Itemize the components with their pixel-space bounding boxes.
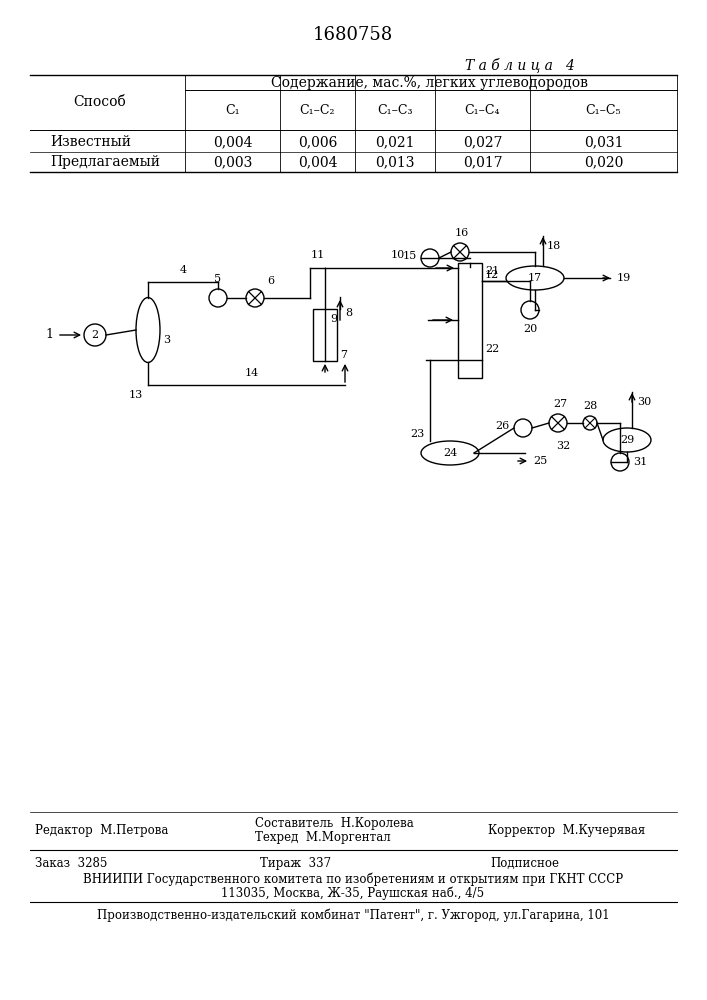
- Text: Техред  М.Моргентал: Техред М.Моргентал: [255, 831, 391, 844]
- Text: Тираж  337: Тираж 337: [260, 857, 331, 870]
- Text: 24: 24: [443, 448, 457, 458]
- Text: 20: 20: [523, 324, 537, 334]
- Text: 23: 23: [411, 429, 425, 439]
- Text: 113035, Москва, Ж-35, Раушская наб., 4/5: 113035, Москва, Ж-35, Раушская наб., 4/5: [221, 886, 484, 900]
- Text: Производственно-издательский комбинат "Патент", г. Ужгород, ул.Гагарина, 101: Производственно-издательский комбинат "П…: [97, 909, 609, 922]
- Text: 0,027: 0,027: [463, 135, 502, 149]
- Bar: [313, 309, 337, 361]
- Text: 0,006: 0,006: [298, 135, 337, 149]
- Text: 3: 3: [163, 335, 170, 345]
- Text: 12: 12: [485, 269, 499, 279]
- Text: 16: 16: [455, 228, 469, 238]
- Text: 22: 22: [485, 344, 499, 355]
- Text: Заказ  3285: Заказ 3285: [35, 857, 107, 870]
- Text: C₁–C₃: C₁–C₃: [378, 104, 413, 116]
- Text: C₁–C₄: C₁–C₄: [464, 104, 501, 116]
- Text: Подписное: Подписное: [490, 857, 559, 870]
- Text: 4: 4: [180, 265, 187, 275]
- Text: 9: 9: [330, 314, 337, 324]
- Text: C₁–C₂: C₁–C₂: [300, 104, 335, 116]
- Text: Известный: Известный: [50, 135, 131, 149]
- Text: 0,013: 0,013: [375, 155, 415, 169]
- Bar: [458, 262, 482, 377]
- Text: 25: 25: [533, 456, 547, 466]
- Text: 15: 15: [403, 251, 417, 261]
- Text: Редактор  М.Петрова: Редактор М.Петрова: [35, 824, 168, 837]
- Text: 11: 11: [310, 250, 325, 260]
- Text: 26: 26: [496, 421, 510, 431]
- Text: 32: 32: [556, 441, 570, 451]
- Text: 1680758: 1680758: [313, 26, 393, 44]
- Text: 31: 31: [633, 457, 647, 467]
- Text: Способ: Способ: [74, 95, 127, 109]
- Text: 21: 21: [485, 265, 499, 275]
- Text: C₁: C₁: [226, 104, 240, 116]
- Text: 27: 27: [553, 399, 567, 409]
- Text: 14: 14: [245, 368, 259, 378]
- Text: 28: 28: [583, 401, 597, 411]
- Text: 7: 7: [340, 350, 347, 360]
- Text: 0,004: 0,004: [298, 155, 337, 169]
- Text: 0,021: 0,021: [375, 135, 415, 149]
- Text: Корректор  М.Кучерявая: Корректор М.Кучерявая: [488, 824, 645, 837]
- Text: 0,017: 0,017: [462, 155, 502, 169]
- Text: 5: 5: [214, 274, 221, 284]
- Text: 19: 19: [617, 273, 631, 283]
- Text: 0,004: 0,004: [213, 135, 252, 149]
- Text: C₁–C₅: C₁–C₅: [585, 104, 621, 116]
- Text: 30: 30: [637, 397, 651, 407]
- Text: Составитель  Н.Королева: Составитель Н.Королева: [255, 817, 414, 830]
- Text: 29: 29: [620, 435, 634, 445]
- Text: 18: 18: [547, 241, 561, 251]
- Text: 6: 6: [267, 276, 274, 286]
- Text: 1: 1: [45, 328, 53, 342]
- Text: 0,003: 0,003: [213, 155, 252, 169]
- Text: ВНИИПИ Государственного комитета по изобретениям и открытиям при ГКНТ СССР: ВНИИПИ Государственного комитета по изоб…: [83, 872, 623, 886]
- Text: 2: 2: [91, 330, 98, 340]
- Text: 10: 10: [390, 250, 404, 260]
- Text: 17: 17: [528, 273, 542, 283]
- Text: Содержание, мас.%, легких углеводородов: Содержание, мас.%, легких углеводородов: [271, 76, 588, 90]
- Text: Т а б л и ц а   4: Т а б л и ц а 4: [465, 58, 575, 72]
- Text: 0,031: 0,031: [584, 135, 624, 149]
- Text: 8: 8: [345, 308, 352, 318]
- Text: 13: 13: [129, 390, 143, 400]
- Text: Предлагаемый: Предлагаемый: [50, 155, 160, 169]
- Text: 0,020: 0,020: [584, 155, 623, 169]
